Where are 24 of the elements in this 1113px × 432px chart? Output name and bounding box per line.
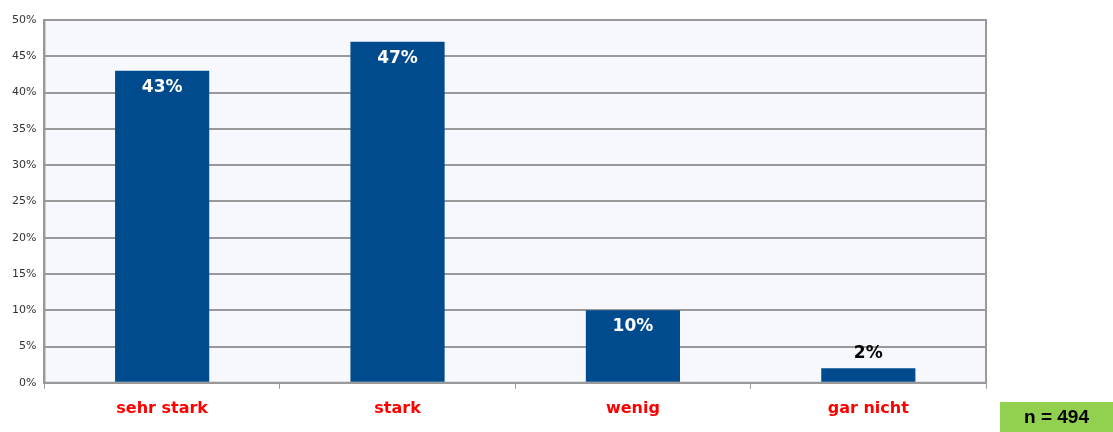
y-tick-label: 15%	[12, 266, 37, 280]
y-tick-label: 20%	[12, 230, 37, 244]
y-tick-label: 0%	[19, 375, 37, 389]
y-tick-label: 25%	[12, 194, 37, 208]
y-tick-label: 35%	[12, 121, 37, 135]
y-tick-label: 40%	[12, 85, 37, 99]
bar	[821, 368, 916, 382]
data-label: 47%	[377, 46, 418, 67]
x-tick-label: gar nicht	[827, 397, 910, 417]
y-tick-label: 45%	[12, 49, 37, 63]
x-tick-label: wenig	[605, 397, 660, 417]
bar	[115, 70, 210, 382]
data-label: 2%	[853, 342, 883, 363]
text: n = 494	[1000, 402, 1113, 432]
y-tick-label: 10%	[12, 303, 37, 317]
y-tick-label: 30%	[12, 157, 37, 171]
y-tick-label: 50%	[12, 12, 37, 26]
data-label: 43%	[141, 75, 183, 96]
y-tick-label: 5%	[19, 339, 37, 353]
data-label: 10%	[612, 315, 654, 336]
bar	[585, 310, 680, 382]
x-tick-label: sehr stark	[116, 397, 209, 417]
x-tick-label: stark	[374, 397, 422, 417]
bar	[350, 41, 445, 382]
